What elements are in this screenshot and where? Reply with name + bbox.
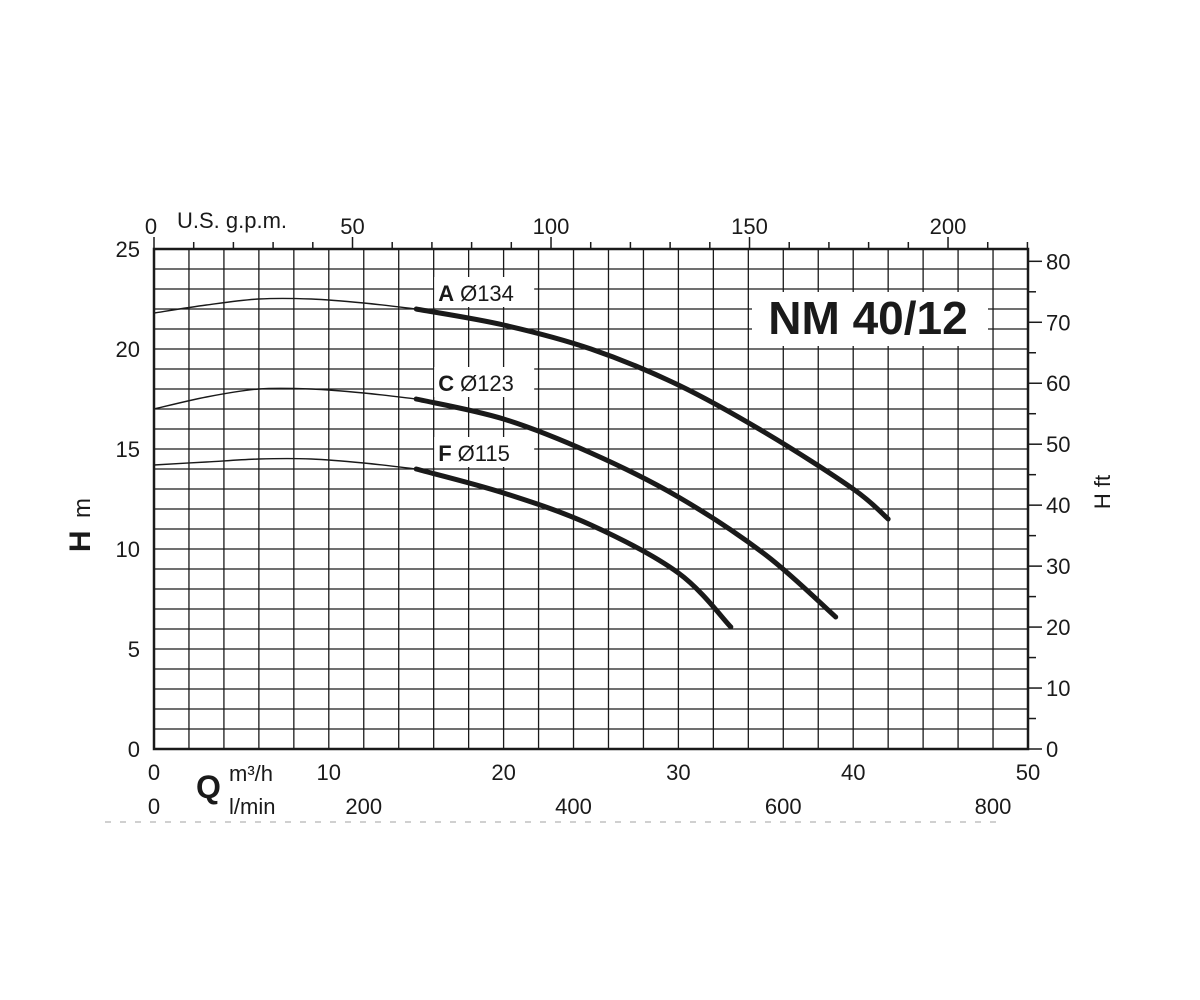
x-primary-tick-label: 30: [666, 760, 690, 785]
x-top-tick-label: 200: [930, 214, 967, 239]
y-left-unit: m: [69, 498, 96, 518]
curve-a-diameter: Ø134: [460, 281, 514, 306]
chart-title: NM 40/12: [768, 292, 967, 344]
curve-c-label-background: [434, 367, 535, 397]
x-primary-tick-label: 0: [148, 760, 160, 785]
y-left-tick-label: 0: [128, 737, 140, 762]
grid: [154, 249, 1028, 749]
x-primary-tick-label: 10: [317, 760, 341, 785]
curve-f-label: F Ø115: [438, 441, 510, 466]
curve-a-letter: A: [438, 281, 454, 306]
x-secondary-tick-label: 0: [148, 794, 160, 819]
x-primary-tick-label: 20: [491, 760, 515, 785]
curve-c-letter: C: [438, 371, 454, 396]
curve-f-letter: F: [438, 441, 451, 466]
x-top-tick-label: 50: [340, 214, 364, 239]
x-primary-unit: m³/h: [229, 761, 273, 786]
x-top-unit: U.S. g.p.m.: [177, 208, 287, 233]
curve-a-bold: [413, 306, 891, 522]
x-primary-tick-label: 50: [1016, 760, 1040, 785]
title-background: [752, 292, 988, 346]
y-right-tick-label: 0: [1046, 737, 1058, 762]
y-left-tick-label: 20: [116, 337, 140, 362]
curve-f-thin: [153, 457, 417, 470]
x-secondary-unit: l/min: [229, 794, 275, 819]
y-right-tick-label: 10: [1046, 676, 1070, 701]
y-left-tick-label: 10: [116, 537, 140, 562]
y-left-tick-label: 15: [116, 437, 140, 462]
y-right-tick-label: 20: [1046, 615, 1070, 640]
x-secondary-tick-label: 400: [555, 794, 592, 819]
curve-c-thin: [153, 387, 417, 410]
y-right-tick-label: 70: [1046, 310, 1070, 335]
x-top-tick-label: 100: [533, 214, 570, 239]
curve-c-label: C Ø123: [438, 371, 514, 396]
y-left-axis-title: H m: [64, 498, 97, 552]
y-left-tick-label: 25: [116, 237, 140, 262]
y-right-tick-label: 30: [1046, 554, 1070, 579]
y-right-axis-title: H ft: [1090, 475, 1115, 509]
y-right-tick-label: 40: [1046, 493, 1070, 518]
curve-f-bold: [413, 466, 734, 630]
curve-c-bold: [413, 396, 839, 620]
x-top-tick-label: 0: [145, 214, 157, 239]
x-secondary-tick-label: 800: [975, 794, 1012, 819]
x-axis-letter: Q: [196, 769, 221, 805]
y-right-tick-label: 50: [1046, 432, 1070, 457]
curve-a-thin: [153, 297, 417, 314]
curve-f-label-background: [434, 437, 535, 467]
x-secondary-tick-label: 200: [345, 794, 382, 819]
y-right-tick-label: 80: [1046, 249, 1070, 274]
curve-a-label-background: [434, 277, 535, 307]
x-secondary-tick-label: 600: [765, 794, 802, 819]
x-primary-tick-label: 40: [841, 760, 865, 785]
y-right-tick-label: 60: [1046, 371, 1070, 396]
curve-a-label: A Ø134: [438, 281, 514, 306]
curve-f-diameter: Ø115: [458, 441, 510, 466]
y-left-letter: H: [64, 530, 97, 552]
curves: A Ø134 C Ø123 F Ø115: [153, 277, 891, 630]
x-top-tick-label: 150: [731, 214, 768, 239]
y-left-tick-label: 5: [128, 637, 140, 662]
curve-c-diameter: Ø123: [460, 371, 514, 396]
